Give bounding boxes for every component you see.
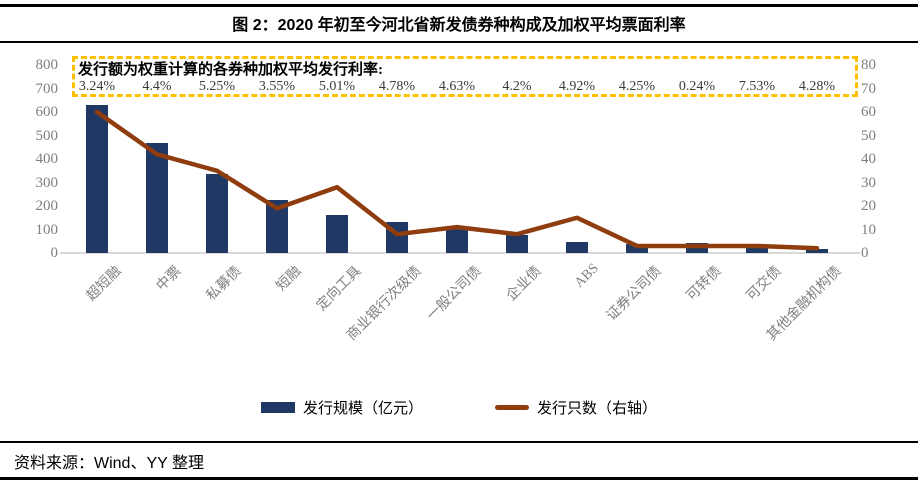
bar bbox=[86, 104, 108, 253]
figure-title: 图 2：2020 年初至今河北省新发债券种构成及加权平均票面利率 bbox=[232, 17, 686, 34]
legend-item-line: 发行只数（右轴） bbox=[495, 397, 657, 418]
chart-legend: 发行规模（亿元） 发行只数（右轴） bbox=[0, 397, 918, 418]
bar bbox=[446, 228, 468, 253]
y-axis-right-tick: 10 bbox=[861, 221, 876, 238]
y-axis-right-tick: 40 bbox=[861, 151, 876, 167]
top-divider bbox=[0, 4, 918, 7]
y-axis-left-tick: 100 bbox=[35, 221, 59, 238]
y-axis-right-tick: 0 bbox=[861, 245, 869, 261]
bar bbox=[566, 241, 588, 253]
rate-label: 4.25% bbox=[618, 79, 656, 94]
bar-swatch-icon bbox=[260, 402, 295, 413]
y-axis-left-tick: 200 bbox=[35, 198, 59, 214]
legend-label-bar: 发行规模（亿元） bbox=[302, 401, 423, 417]
rate-label: 0.24% bbox=[678, 79, 716, 94]
line-swatch-icon bbox=[495, 405, 529, 410]
y-axis-left-tick: 400 bbox=[35, 151, 59, 167]
y-axis-right-tick: 20 bbox=[861, 198, 876, 214]
y-axis-right-tick: 30 bbox=[861, 174, 876, 191]
rate-label: 5.01% bbox=[318, 79, 356, 94]
bar bbox=[326, 215, 348, 253]
footer-divider bbox=[0, 441, 918, 443]
y-axis-left-tick: 700 bbox=[35, 80, 59, 97]
annotation-box bbox=[72, 56, 858, 97]
y-axis-right-tick: 50 bbox=[861, 127, 876, 144]
bottom-divider bbox=[0, 477, 918, 480]
bar bbox=[266, 200, 288, 253]
x-axis-line bbox=[60, 252, 860, 254]
rate-label: 7.53% bbox=[738, 79, 776, 94]
rate-label: 4.2% bbox=[502, 79, 532, 94]
rate-label: 4.4% bbox=[142, 79, 172, 94]
source-text: 资料来源：Wind、YY 整理 bbox=[14, 455, 204, 472]
rate-label: 4.92% bbox=[558, 79, 596, 94]
y-axis-left-tick: 600 bbox=[35, 104, 59, 120]
y-axis-left-tick: 300 bbox=[35, 174, 59, 191]
y-axis-right-tick: 70 bbox=[861, 80, 876, 97]
annotation-heading: 发行额为权重计算的各券种加权平均发行利率: bbox=[78, 62, 383, 78]
title-divider bbox=[0, 41, 918, 43]
rate-label: 3.24% bbox=[78, 79, 116, 94]
legend-label-line: 发行只数（右轴） bbox=[537, 401, 658, 417]
rate-label: 4.28% bbox=[798, 79, 836, 94]
bar bbox=[806, 249, 828, 253]
bar bbox=[146, 142, 168, 253]
bar bbox=[506, 235, 528, 253]
y-axis-right-tick: 60 bbox=[861, 104, 876, 120]
y-axis-left-tick: 500 bbox=[35, 127, 59, 144]
legend-item-bar: 发行规模（亿元） bbox=[260, 397, 423, 418]
bar bbox=[626, 244, 648, 253]
rate-label: 5.25% bbox=[198, 79, 236, 94]
y-axis-right-tick: 80 bbox=[861, 57, 876, 73]
rate-label: 3.55% bbox=[258, 79, 296, 94]
rate-label: 4.78% bbox=[378, 79, 416, 94]
rate-label: 4.63% bbox=[438, 79, 476, 94]
bar bbox=[206, 174, 228, 253]
y-axis-left-tick: 800 bbox=[35, 57, 59, 73]
bar bbox=[746, 248, 768, 253]
y-axis-left-tick: 0 bbox=[50, 245, 59, 261]
